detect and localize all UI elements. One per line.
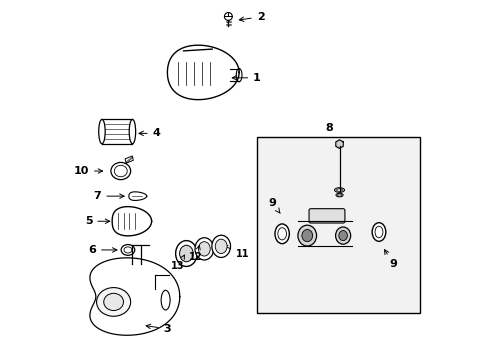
FancyBboxPatch shape (308, 209, 344, 223)
Ellipse shape (179, 245, 193, 262)
Bar (257, 137, 419, 313)
Text: 3: 3 (146, 324, 171, 334)
Ellipse shape (277, 228, 286, 240)
Text: 5: 5 (84, 216, 109, 226)
Ellipse shape (99, 120, 105, 144)
Text: 9: 9 (268, 198, 280, 213)
Ellipse shape (274, 224, 289, 244)
Text: 7: 7 (93, 191, 124, 201)
Ellipse shape (198, 242, 210, 256)
Ellipse shape (334, 188, 344, 192)
Ellipse shape (335, 193, 343, 197)
Ellipse shape (103, 293, 123, 311)
Text: 13: 13 (171, 255, 184, 271)
Text: 6: 6 (88, 245, 117, 255)
Ellipse shape (96, 288, 130, 316)
Text: 2: 2 (239, 12, 264, 22)
Ellipse shape (301, 229, 312, 242)
Ellipse shape (337, 194, 341, 196)
Text: 8: 8 (324, 123, 332, 133)
Ellipse shape (371, 223, 385, 241)
Text: 9: 9 (384, 249, 396, 269)
Ellipse shape (195, 238, 213, 260)
Text: 4: 4 (139, 129, 160, 138)
Ellipse shape (374, 226, 382, 238)
Polygon shape (335, 140, 343, 148)
Ellipse shape (215, 239, 226, 253)
Text: 12: 12 (189, 246, 203, 262)
Text: 10: 10 (74, 166, 102, 176)
Ellipse shape (336, 189, 342, 191)
Ellipse shape (335, 227, 350, 244)
Ellipse shape (297, 225, 316, 246)
Ellipse shape (211, 235, 230, 257)
Ellipse shape (129, 120, 135, 144)
Ellipse shape (175, 240, 197, 266)
Ellipse shape (338, 230, 346, 240)
Text: 1: 1 (232, 73, 261, 83)
Ellipse shape (161, 290, 170, 310)
Text: 11: 11 (223, 246, 249, 258)
